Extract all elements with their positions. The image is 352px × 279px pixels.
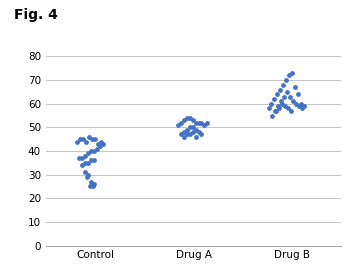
Point bbox=[190, 130, 195, 134]
Point bbox=[285, 106, 291, 111]
Point bbox=[82, 170, 88, 174]
Point bbox=[85, 172, 91, 177]
Point bbox=[276, 104, 281, 108]
Point bbox=[283, 78, 289, 82]
Point bbox=[289, 71, 295, 75]
Point bbox=[277, 87, 283, 92]
Point bbox=[199, 121, 204, 125]
Point bbox=[94, 146, 100, 151]
Point bbox=[269, 102, 274, 106]
Point bbox=[190, 118, 195, 122]
Point bbox=[282, 104, 288, 108]
Point bbox=[298, 102, 304, 106]
Point bbox=[193, 134, 199, 139]
Point bbox=[288, 109, 294, 113]
Point bbox=[284, 90, 290, 94]
Point bbox=[193, 121, 199, 125]
Point bbox=[205, 121, 210, 125]
Point bbox=[75, 139, 80, 144]
Point bbox=[181, 130, 187, 134]
Point bbox=[91, 158, 97, 163]
Point bbox=[175, 123, 181, 127]
Point bbox=[187, 125, 193, 129]
Point bbox=[88, 158, 94, 163]
Point bbox=[272, 109, 278, 113]
Point bbox=[91, 182, 97, 186]
Point bbox=[202, 123, 207, 127]
Point bbox=[80, 163, 85, 167]
Point bbox=[80, 156, 85, 160]
Point bbox=[270, 113, 275, 118]
Point bbox=[77, 137, 83, 141]
Point bbox=[82, 161, 88, 165]
Point bbox=[296, 104, 302, 108]
Point bbox=[95, 142, 101, 146]
Point bbox=[184, 116, 189, 120]
Point bbox=[91, 149, 97, 153]
Point bbox=[279, 102, 285, 106]
Point bbox=[85, 151, 91, 156]
Point bbox=[278, 99, 284, 104]
Point bbox=[184, 132, 189, 137]
Point bbox=[181, 134, 187, 139]
Point bbox=[275, 92, 280, 97]
Point bbox=[287, 73, 292, 78]
Point bbox=[178, 132, 184, 137]
Point bbox=[76, 156, 82, 160]
Point bbox=[86, 134, 92, 139]
Point bbox=[187, 132, 193, 137]
Point bbox=[277, 106, 282, 111]
Point bbox=[181, 118, 187, 122]
Point bbox=[272, 97, 277, 101]
Point bbox=[290, 99, 296, 104]
Point bbox=[196, 130, 201, 134]
Point bbox=[190, 125, 195, 129]
Point bbox=[98, 139, 104, 144]
Point bbox=[301, 104, 307, 108]
Point bbox=[83, 139, 89, 144]
Point bbox=[196, 121, 201, 125]
Point bbox=[88, 149, 94, 153]
Point bbox=[199, 132, 204, 137]
Point bbox=[184, 128, 189, 132]
Point bbox=[88, 179, 94, 184]
Point bbox=[89, 137, 95, 141]
Point bbox=[295, 92, 301, 97]
Point bbox=[97, 144, 103, 148]
Point bbox=[92, 137, 98, 141]
Point bbox=[84, 175, 90, 179]
Point bbox=[82, 153, 88, 158]
Point bbox=[292, 85, 298, 89]
Point bbox=[282, 94, 287, 99]
Point bbox=[293, 102, 299, 106]
Point bbox=[90, 184, 96, 189]
Point bbox=[287, 94, 293, 99]
Point bbox=[87, 184, 93, 189]
Point bbox=[193, 128, 199, 132]
Text: Fig. 4: Fig. 4 bbox=[14, 8, 58, 22]
Point bbox=[187, 116, 193, 120]
Point bbox=[80, 137, 86, 141]
Point bbox=[100, 142, 106, 146]
Point bbox=[274, 109, 279, 113]
Point bbox=[299, 106, 305, 111]
Point bbox=[85, 161, 91, 165]
Point bbox=[266, 106, 271, 111]
Point bbox=[281, 83, 286, 87]
Point bbox=[178, 121, 184, 125]
